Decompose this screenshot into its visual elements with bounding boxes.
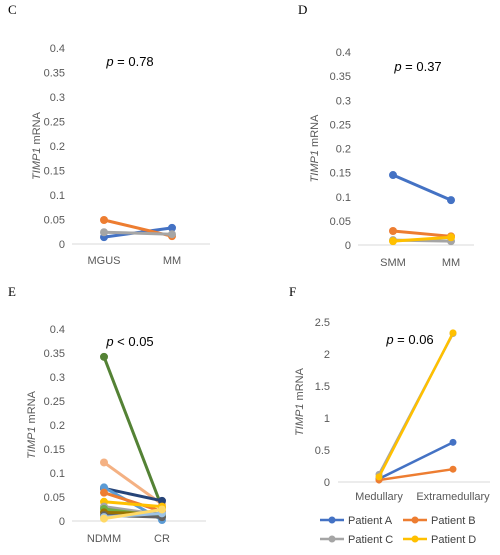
series-line xyxy=(102,507,164,521)
series-line xyxy=(102,491,164,513)
y-tick-label: 0.4 xyxy=(50,324,65,336)
panel-letter: C xyxy=(8,2,17,17)
chart-panel-f: F 0 0.5 1 1.5 2 2.5 TIMP1 mRNA Medullary Extramed… xyxy=(289,284,490,546)
data-point xyxy=(100,488,108,497)
series-line xyxy=(102,500,164,509)
data-point xyxy=(449,438,457,446)
panel-letter: F xyxy=(289,284,296,299)
y-tick-label: 0.35 xyxy=(44,68,65,80)
data-point xyxy=(168,230,176,239)
y-tick-label: 0.35 xyxy=(330,71,351,83)
y-tick-label: 0.35 xyxy=(44,348,65,360)
y-tick-label: 2 xyxy=(324,349,330,361)
legend-label: Patient A xyxy=(348,515,393,527)
y-tick-label: 0.05 xyxy=(44,215,65,227)
x-category-label: CR xyxy=(154,533,170,545)
series-line xyxy=(102,230,174,236)
data-point xyxy=(447,233,455,242)
x-category-label: SMM xyxy=(380,257,406,269)
y-tick-label: 0.15 xyxy=(44,166,65,178)
legend-marker xyxy=(328,516,336,524)
chart-panel-d: D 0 0.05 0.1 0.15 0.2 0.25 0.3 0.35 0.4 TIMP1 mRNA… xyxy=(298,2,474,269)
data-point xyxy=(449,465,457,473)
y-axis-label: TIMP1 mRNA xyxy=(294,367,306,436)
y-tick-label: 0 xyxy=(345,240,351,252)
data-point xyxy=(389,227,397,236)
legend-label: Patient C xyxy=(348,534,393,546)
legend-marker xyxy=(411,516,419,524)
x-category-label: MM xyxy=(163,255,181,267)
y-tick-label: 0.25 xyxy=(44,396,65,408)
y-tick-label: 0.3 xyxy=(50,92,65,104)
series-line xyxy=(391,229,453,238)
data-point xyxy=(100,228,108,237)
series-line xyxy=(102,486,164,503)
data-point xyxy=(100,458,108,467)
y-tick-label: 0 xyxy=(59,239,65,251)
panel-letter: E xyxy=(8,284,16,299)
x-category-label: MGUS xyxy=(88,255,121,267)
y-tick-label: 0.5 xyxy=(315,445,330,457)
data-point xyxy=(389,171,397,180)
y-tick-label: 0.15 xyxy=(44,444,65,456)
data-point xyxy=(158,505,166,514)
series-line xyxy=(391,235,453,243)
y-tick-label: 2.5 xyxy=(315,317,330,329)
legend-label: Patient D xyxy=(431,534,476,546)
series-line xyxy=(391,173,453,202)
x-category-label: Medullary xyxy=(355,491,403,503)
data-point xyxy=(449,329,457,337)
chart-panel-c: C 0 0.05 0.1 0.15 0.2 0.25 0.3 0.35 0.4 TIMP1 mRNA… xyxy=(8,2,210,267)
y-tick-label: 1.5 xyxy=(315,381,330,393)
data-point xyxy=(100,215,108,224)
y-tick-label: 0.25 xyxy=(44,117,65,129)
data-point xyxy=(375,473,383,481)
y-tick-label: 0.2 xyxy=(50,141,65,153)
data-point xyxy=(389,237,397,246)
y-tick-label: 0.05 xyxy=(330,216,351,228)
y-tick-label: 0.4 xyxy=(336,47,351,59)
p-value-annotation: p = 0.37 xyxy=(393,59,441,74)
y-axis-label: TIMP1 mRNA xyxy=(31,111,43,180)
legend-marker xyxy=(411,535,419,543)
data-point xyxy=(158,496,166,505)
x-category-label: Extramedullary xyxy=(416,491,490,503)
panel-letter: D xyxy=(298,2,307,17)
x-category-label: MM xyxy=(442,257,460,269)
data-point xyxy=(447,196,455,205)
series-line xyxy=(377,441,455,481)
y-tick-label: 0.1 xyxy=(50,468,65,480)
y-axis-label: TIMP1 mRNA xyxy=(309,114,321,183)
y-tick-label: 0.1 xyxy=(50,190,65,202)
p-value-annotation: p = 0.78 xyxy=(105,54,153,69)
series-line xyxy=(102,355,164,510)
y-tick-label: 0 xyxy=(324,477,330,489)
data-point xyxy=(100,514,108,523)
legend: Patient A Patient B Patient C Patient D xyxy=(320,515,476,546)
p-value-annotation: p < 0.05 xyxy=(105,334,153,349)
p-value-annotation: p = 0.06 xyxy=(385,332,433,347)
data-point xyxy=(168,223,176,232)
legend-marker xyxy=(328,535,336,543)
y-tick-label: 0.4 xyxy=(50,43,65,55)
y-tick-label: 0.2 xyxy=(50,420,65,432)
y-tick-label: 0.25 xyxy=(330,119,351,131)
y-tick-label: 0.2 xyxy=(336,144,351,156)
series-line xyxy=(377,467,455,482)
y-axis-label: TIMP1 mRNA xyxy=(26,390,38,459)
y-tick-label: 0 xyxy=(59,516,65,528)
series-line xyxy=(377,331,455,479)
y-tick-label: 0.15 xyxy=(330,168,351,180)
chart-panel-e: E 0 0.05 0.1 0.15 0.2 0.25 0.3 0.35 0.4 TIMP1 mRNA… xyxy=(8,284,206,545)
legend-label: Patient B xyxy=(431,515,476,527)
x-category-label: NDMM xyxy=(87,533,121,545)
data-point xyxy=(100,352,108,361)
y-tick-label: 1 xyxy=(324,413,330,425)
y-tick-label: 0.1 xyxy=(336,192,351,204)
y-tick-label: 0.3 xyxy=(336,95,351,107)
y-tick-label: 0.3 xyxy=(50,372,65,384)
y-tick-label: 0.05 xyxy=(44,492,65,504)
